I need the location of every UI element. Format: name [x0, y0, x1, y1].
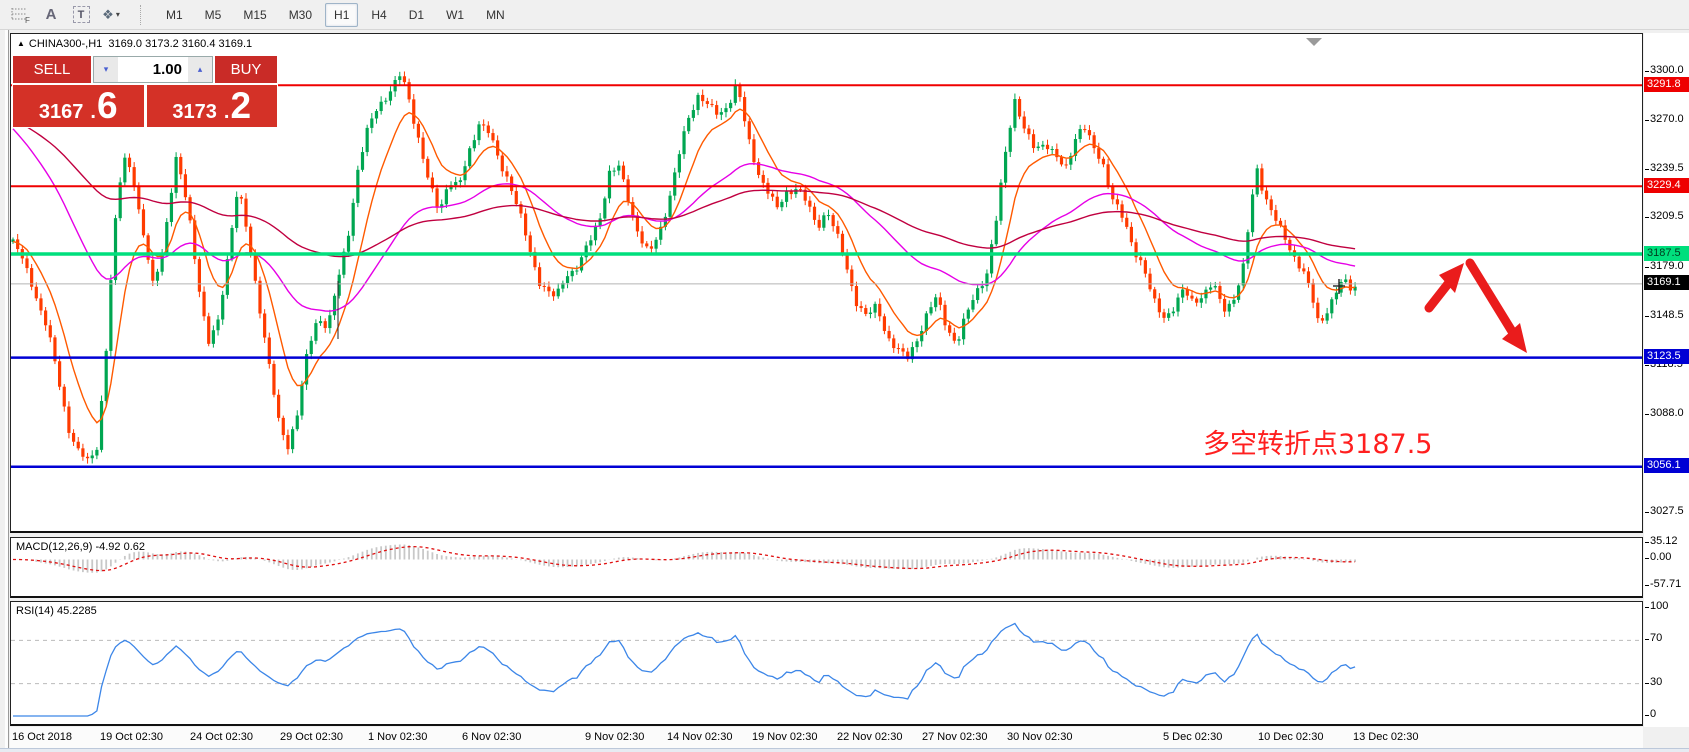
date-label: 29 Oct 02:30: [280, 731, 343, 743]
macd-signal-line: [13, 545, 1356, 572]
timeframe-button-m30[interactable]: M30: [280, 3, 321, 27]
fibonacci-grid-glyph: F: [11, 7, 30, 24]
date-label: 6 Nov 02:30: [462, 731, 522, 743]
date-label: 19 Nov 02:30: [752, 731, 818, 743]
svg-text:F: F: [25, 16, 30, 24]
timeframe-button-m15[interactable]: M15: [234, 3, 275, 27]
rsi-tick: 30: [1644, 675, 1663, 688]
volume-increase-button[interactable]: ▴: [188, 57, 212, 82]
price-tick: 3209.5: [1645, 210, 1684, 223]
date-label: 22 Nov 02:30: [837, 731, 903, 743]
macd-tick: 35.12: [1645, 534, 1678, 547]
date-label: 10 Dec 02:30: [1258, 731, 1324, 743]
arrow-down-icon: [1502, 323, 1527, 353]
buy-button[interactable]: BUY: [215, 56, 277, 83]
candles-layer: [11, 71, 1357, 464]
price-tick: 3239.5: [1645, 161, 1684, 174]
price-badge-3187.5: 3187.5: [1644, 245, 1689, 261]
window-left-edge: [0, 30, 9, 752]
price-badge-3056.1: 3056.1: [1644, 458, 1689, 474]
one-click-trading-panel: SELL ▾ ▴ BUY 3167.6 3173.2: [12, 55, 278, 128]
ask-price[interactable]: 3173. 2: [146, 85, 277, 127]
timeframe-button-mn[interactable]: MN: [477, 3, 514, 27]
macd-tick: 0.00: [1644, 551, 1672, 563]
price-badge-3291.8: 3291.8: [1644, 76, 1689, 92]
shift-marker-icon: [1306, 38, 1322, 46]
date-label: 27 Nov 02:30: [922, 731, 988, 743]
trend-annotation: 多空转折点3187.5: [1203, 429, 1433, 460]
price-tick: 3088.0: [1645, 407, 1684, 420]
date-label: 16 Oct 2018: [12, 731, 72, 743]
drawing-tools-group: F A T ❖ ▾: [0, 3, 132, 27]
forecast-arrows: [1424, 258, 1527, 353]
price-tick: 3179.0: [1645, 259, 1684, 272]
ma-mid-line: [12, 128, 1356, 312]
toolbar: F A T ❖ ▾ M1 M5 M15 M30 H1 H4 D1 W1 MN: [0, 0, 1689, 30]
quote-row: 3167. 6 3173. 2: [13, 85, 277, 127]
volume-decrease-button[interactable]: ▾: [94, 57, 118, 82]
rsi-tick: 0: [1644, 708, 1657, 720]
symbol-triangle-icon: ▲: [17, 39, 25, 48]
date-label: 13 Dec 02:30: [1353, 731, 1419, 743]
fibonacci-grid-icon[interactable]: F: [8, 3, 34, 27]
timeframe-group: M1 M5 M15 M30 H1 H4 D1 W1 MN: [149, 2, 522, 27]
macd-tick: -57.71: [1644, 577, 1682, 590]
price-tick: 3148.5: [1645, 309, 1684, 322]
price-badge-3229.4: 3229.4: [1644, 177, 1689, 193]
timeframe-button-d1[interactable]: D1: [400, 3, 433, 27]
rsi-tick: 70: [1644, 632, 1663, 645]
timeframe-button-m1[interactable]: M1: [157, 3, 192, 27]
price-tick: 3300.0: [1645, 64, 1684, 76]
price-badge-3169.1: 3169.1: [1644, 275, 1689, 291]
macd-panel[interactable]: MACD(12,26,9) -4.92 0.62: [10, 537, 1643, 598]
bid-price[interactable]: 3167. 6: [13, 85, 144, 127]
chart-title: ▲ CHINA300-,H1 3169.0 3173.2 3160.4 3169.…: [17, 38, 253, 50]
price-tick: 3027.5: [1645, 504, 1684, 517]
rsi-line: [13, 622, 1356, 717]
timeframe-button-h1[interactable]: H1: [325, 2, 359, 27]
chevron-down-icon: ▾: [115, 10, 120, 19]
date-label: 19 Oct 02:30: [100, 731, 163, 743]
sell-button[interactable]: SELL: [13, 56, 91, 83]
timeframe-button-w1[interactable]: W1: [437, 3, 473, 27]
time-axis[interactable]: 16 Oct 2018 19 Oct 02:30 24 Oct 02:30 29 Oc…: [10, 727, 1643, 748]
volume-spinner: ▾ ▴: [93, 56, 213, 83]
price-tick: 3270.0: [1645, 112, 1684, 125]
date-label: 1 Nov 02:30: [368, 731, 428, 743]
window-bottom-edge: [0, 748, 1689, 752]
text-label-icon[interactable]: A: [45, 6, 57, 23]
rsi-panel[interactable]: RSI(14) 45.2285: [10, 601, 1643, 726]
arrow-styles-icon[interactable]: ❖ ▾: [102, 6, 120, 22]
text-box-icon[interactable]: T: [68, 3, 94, 27]
date-label: 14 Nov 02:30: [667, 731, 733, 743]
ma-slow-line: [12, 118, 1356, 258]
timeframe-button-m5[interactable]: M5: [196, 3, 231, 27]
rsi-chart: [11, 622, 1642, 717]
crosshair-marker: [1333, 279, 1345, 294]
price-axis[interactable]: 3300.03270.03239.53209.53179.03148.53118…: [1644, 33, 1689, 727]
date-label: 9 Nov 02:30: [585, 731, 645, 743]
volume-input[interactable]: [118, 57, 188, 82]
price-badge-3123.5: 3123.5: [1644, 349, 1689, 365]
macd-chart: [13, 544, 1356, 573]
date-label: 30 Nov 02:30: [1007, 731, 1073, 743]
rsi-tick: 100: [1644, 600, 1669, 612]
arrow-up-icon: [1439, 263, 1464, 293]
timeframe-button-h4[interactable]: H4: [362, 3, 395, 27]
macd-label: MACD(12,26,9) -4.92 0.62: [16, 541, 146, 553]
main-chart-panel[interactable]: ▲ CHINA300-,H1 3169.0 3173.2 3160.4 3169.…: [10, 33, 1643, 533]
candlestick-chart[interactable]: [11, 34, 1642, 532]
toolbar-separator: [140, 4, 141, 25]
rsi-label: RSI(14) 45.2285: [16, 605, 97, 617]
date-label: 5 Dec 02:30: [1163, 731, 1223, 743]
order-controls-row: SELL ▾ ▴ BUY: [13, 56, 277, 83]
date-label: 24 Oct 02:30: [190, 731, 253, 743]
